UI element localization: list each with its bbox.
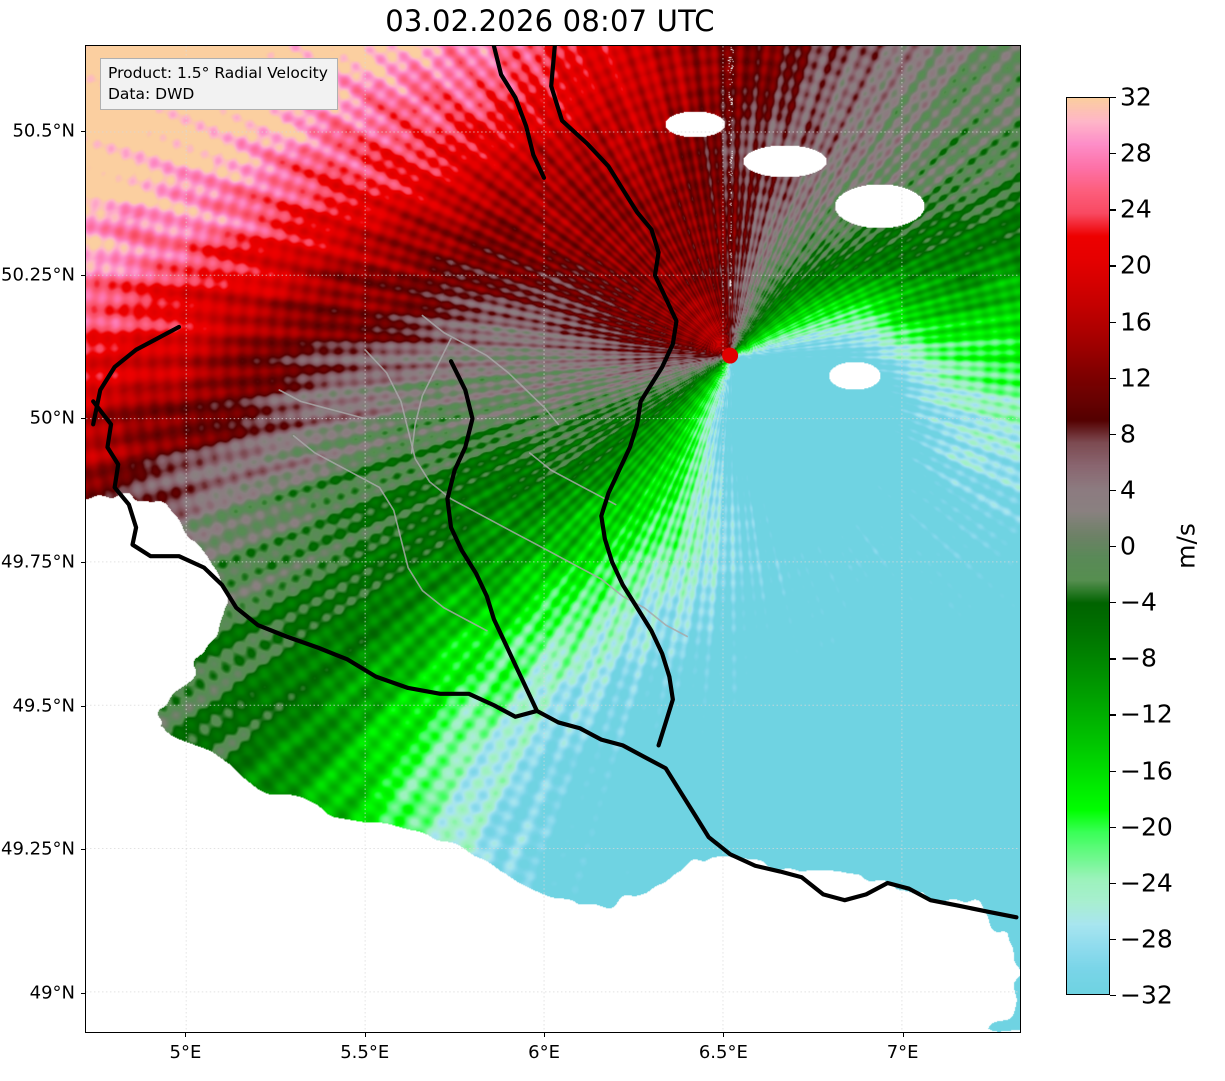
colorbar-tick-label: 16 bbox=[1120, 307, 1152, 336]
x-tick-label: 6.5°E bbox=[698, 1042, 748, 1063]
colorbar-tick-label: −16 bbox=[1120, 756, 1173, 785]
colorbar[interactable] bbox=[1066, 97, 1110, 995]
colorbar-tickmark bbox=[1110, 321, 1116, 323]
colorbar-tick-label: −28 bbox=[1120, 924, 1173, 954]
colorbar-tick-label: −24 bbox=[1120, 868, 1173, 898]
colorbar-tick-label: 12 bbox=[1120, 363, 1152, 393]
colorbar-tick-label: −12 bbox=[1120, 699, 1173, 729]
y-tickmark bbox=[81, 274, 85, 276]
y-tickmark bbox=[81, 705, 85, 707]
colorbar-tickmark bbox=[1110, 714, 1116, 716]
y-tick-label: 49°N bbox=[29, 982, 75, 1004]
x-tickmark bbox=[544, 1033, 546, 1037]
colorbar-tickmark bbox=[1110, 377, 1116, 379]
colorbar-tick-label: 20 bbox=[1120, 250, 1152, 280]
y-tickmark bbox=[81, 561, 85, 563]
colorbar-tick-label: −8 bbox=[1120, 643, 1157, 673]
y-tickmark bbox=[81, 131, 85, 133]
x-tick-label: 5°E bbox=[169, 1042, 202, 1063]
y-tick-label: 50.5°N bbox=[12, 120, 75, 142]
colorbar-tickmark bbox=[1110, 826, 1116, 828]
colorbar-tickmark bbox=[1110, 97, 1116, 99]
colorbar-tick-label: 32 bbox=[1120, 82, 1152, 112]
x-tickmark bbox=[185, 1033, 187, 1037]
y-tick-label: 49.25°N bbox=[1, 838, 75, 860]
y-tickmark bbox=[81, 849, 85, 851]
colorbar-tick-label: −4 bbox=[1120, 587, 1157, 617]
colorbar-tick-label: 28 bbox=[1120, 138, 1152, 168]
info-product-line: Product: 1.5° Radial Velocity bbox=[108, 64, 328, 82]
y-tick-label: 49.75°N bbox=[1, 551, 75, 573]
velocity-couplet-marker[interactable] bbox=[86, 46, 1020, 1032]
map-borders bbox=[91, 46, 1019, 920]
colorbar-tick-label: −20 bbox=[1120, 812, 1173, 842]
colorbar-tickmark bbox=[1110, 658, 1116, 660]
colorbar-gradient bbox=[1067, 98, 1109, 994]
x-tick-label: 7°E bbox=[886, 1042, 919, 1063]
colorbar-tick-label: 4 bbox=[1120, 475, 1136, 505]
y-tickmark bbox=[81, 992, 85, 994]
radar-velocity-field bbox=[86, 46, 1020, 1032]
x-tickmark bbox=[723, 1033, 725, 1037]
map-plot-area[interactable]: Product: 1.5° Radial Velocity Data: DWD bbox=[85, 45, 1021, 1033]
info-data-line: Data: DWD bbox=[108, 84, 195, 103]
y-tickmark bbox=[81, 418, 85, 420]
y-tick-label: 50°N bbox=[29, 407, 75, 429]
colorbar-tickmark bbox=[1110, 209, 1116, 211]
colorbar-tickmark bbox=[1110, 153, 1116, 155]
colorbar-tickmark bbox=[1110, 938, 1116, 941]
info-box: Product: 1.5° Radial Velocity Data: DWD bbox=[100, 58, 338, 111]
colorbar-tick-label: 8 bbox=[1120, 419, 1136, 449]
colorbar-axis-label: m/s bbox=[1171, 523, 1201, 569]
colorbar-tickmark bbox=[1110, 602, 1116, 604]
colorbar-tickmark bbox=[1110, 770, 1116, 772]
x-tick-label: 5.5°E bbox=[340, 1042, 390, 1063]
colorbar-tickmark bbox=[1110, 546, 1116, 548]
colorbar-tickmark bbox=[1110, 265, 1116, 267]
x-tick-label: 6°E bbox=[528, 1042, 560, 1063]
colorbar-tick-label: 0 bbox=[1120, 531, 1136, 561]
map-gridlines bbox=[86, 46, 1020, 1032]
colorbar-tickmark bbox=[1110, 882, 1116, 885]
y-tick-label: 50.25°N bbox=[1, 264, 75, 286]
colorbar-tickmark bbox=[1110, 433, 1116, 436]
colorbar-tickmark bbox=[1110, 489, 1116, 492]
colorbar-tickmark bbox=[1110, 995, 1116, 997]
y-tick-label: 49.5°N bbox=[12, 695, 75, 717]
page-title: 03.02.2026 08:07 UTC bbox=[385, 4, 715, 38]
x-tickmark bbox=[902, 1033, 904, 1037]
x-tickmark bbox=[364, 1033, 366, 1037]
colorbar-tick-label: −32 bbox=[1120, 980, 1173, 1010]
colorbar-tick-label: 24 bbox=[1120, 194, 1152, 224]
